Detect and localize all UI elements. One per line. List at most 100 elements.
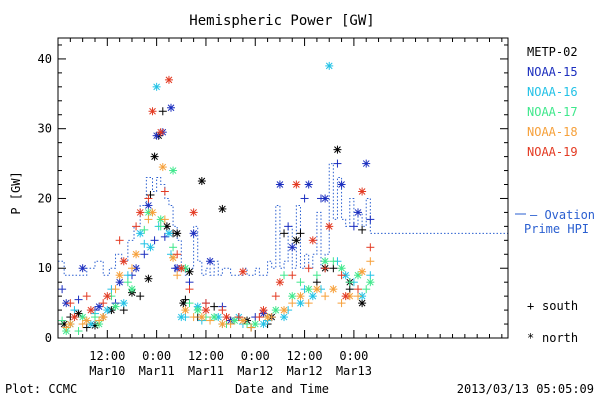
plot-axes: 01020304012:00Mar100:00Mar1112:00Mar110:… (38, 37, 509, 378)
marker-stroke (325, 223, 333, 230)
noaa-19-south-point (288, 271, 297, 280)
marker-stroke (321, 257, 329, 265)
x-tick-label: 12:00 (89, 349, 125, 363)
noaa-17-north-point (78, 313, 87, 322)
noaa-19-south-point (160, 187, 169, 196)
noaa-18-south-point (144, 215, 153, 224)
noaa-18-south-point (321, 292, 330, 301)
marker-stroke (103, 306, 111, 314)
marker-stroke (145, 202, 152, 209)
legend-noaa-15: NOAA-15 (527, 65, 578, 79)
metp-02-south-point (119, 306, 128, 315)
noaa-17-south-point (280, 271, 289, 280)
marker-stroke (264, 313, 271, 321)
marker-stroke (153, 83, 160, 91)
noaa-18-north-point (218, 320, 227, 329)
noaa-17-south-point (329, 257, 338, 266)
marker-stroke (329, 285, 337, 293)
metp-02-south-point (358, 225, 367, 234)
marker-stroke (198, 313, 206, 321)
marker-stroke (309, 236, 317, 244)
marker-stroke (342, 292, 350, 300)
y-tick-label: 0 (45, 331, 52, 345)
noaa-18-south-point (173, 271, 182, 280)
noaa-18-south-point (288, 299, 297, 308)
legend-noaa-18: NOAA-18 (527, 125, 578, 139)
noaa-16-north-point (308, 292, 317, 301)
noaa-18-north-point (99, 313, 108, 322)
noaa-18-south-point (95, 316, 104, 325)
noaa-18-north-point (66, 320, 75, 329)
ovation-legend-line1: — Ovation (530, 208, 595, 222)
noaa-15-north-point (132, 264, 141, 273)
noaa-15-north-point (337, 180, 346, 189)
marker-stroke (157, 128, 165, 136)
metp-02-south-point (312, 278, 321, 287)
noaa-19-north-point (189, 208, 198, 217)
noaa-19-south-point (255, 313, 264, 322)
marker-stroke (219, 205, 226, 213)
x-tick-label: 0:00 (241, 349, 270, 363)
south-marker-label: south (542, 299, 578, 313)
noaa-17-south-point (296, 278, 305, 287)
marker-stroke (260, 306, 267, 314)
legend-noaa-17: NOAA-17 (527, 105, 578, 119)
marker-stroke (136, 229, 144, 237)
noaa-19-north-point (292, 180, 301, 189)
noaa-18-north-point (312, 285, 321, 294)
noaa-19-south-point (173, 250, 182, 259)
x-tick-label: 12:00 (287, 349, 323, 363)
noaa-19-south-point (271, 292, 280, 301)
metp-02-north-point (218, 204, 227, 213)
noaa-18-north-point (132, 250, 141, 259)
marker-stroke (358, 268, 366, 276)
noaa-15-south-point (349, 222, 358, 231)
noaa-17-north-point (271, 306, 280, 315)
marker-stroke (112, 303, 119, 310)
marker-stroke (260, 320, 267, 328)
noaa-15-north-point (189, 229, 198, 238)
noaa-18-north-point (158, 163, 167, 172)
ovation-hpi-line (58, 163, 508, 276)
x-tick-label: 12:00 (188, 349, 224, 363)
noaa-16-north-point (280, 313, 289, 322)
noaa-16-north-point (119, 299, 128, 308)
noaa-15-north-point (362, 159, 371, 168)
noaa-17-north-point (230, 316, 239, 325)
noaa-19-south-point (99, 299, 108, 308)
noaa-19-north-point (70, 313, 79, 322)
marker-stroke (165, 229, 173, 237)
metp-02-north-point (144, 274, 153, 283)
marker-stroke (149, 209, 156, 216)
noaa-15-north-point (95, 302, 104, 311)
marker-stroke (116, 278, 123, 286)
marker-stroke (276, 181, 284, 188)
noaa-15-north-point (304, 180, 313, 189)
ovation-hpi-path (58, 163, 508, 276)
noaa-17-north-point (354, 271, 362, 280)
x-tick-date-label: Mar11 (139, 364, 175, 378)
noaa-19-north-point (103, 292, 112, 301)
marker-stroke (157, 216, 165, 223)
marker-stroke (159, 163, 167, 171)
marker-stroke (83, 317, 91, 324)
marker-stroke (358, 188, 366, 195)
marker-stroke (182, 306, 189, 314)
noaa-17-north-point (366, 278, 375, 287)
noaa-17-south-point (312, 271, 321, 280)
noaa-19-north-point (341, 292, 350, 301)
marker-stroke (79, 313, 87, 321)
noaa-16-north-point (164, 229, 173, 238)
marker-stroke (145, 275, 152, 283)
noaa-17-north-point (288, 292, 297, 301)
noaa-19-south-point (321, 264, 330, 273)
noaa-19-south-point (185, 285, 194, 294)
noaa-16-north-point (325, 61, 334, 70)
noaa-17-north-point (169, 166, 178, 175)
noaa-17-north-point (304, 285, 313, 294)
marker-stroke (239, 268, 247, 276)
noaa-19-north-point (119, 257, 128, 266)
marker-stroke (95, 303, 103, 310)
legend-metp-02: METP-02 (527, 45, 578, 59)
noaa-15-south-point (300, 194, 309, 203)
